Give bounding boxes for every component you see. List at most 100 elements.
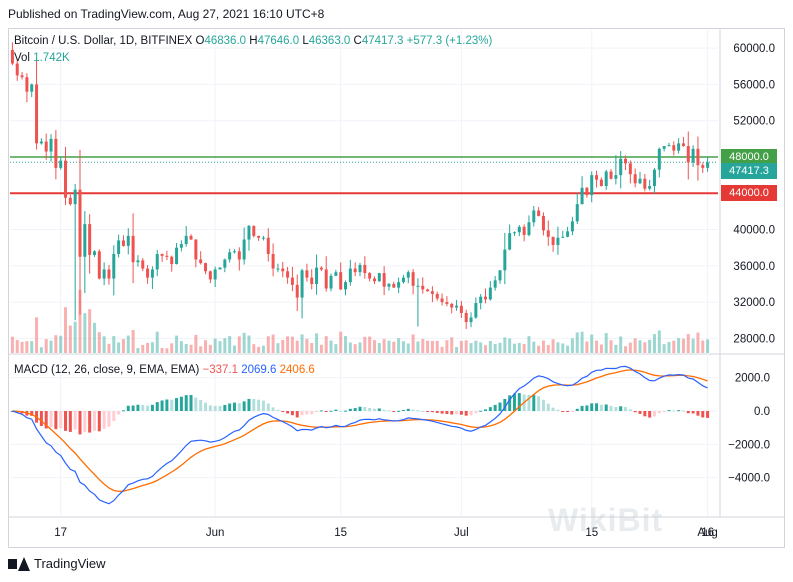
macd-histogram-bar [701, 411, 705, 418]
volume-bar [310, 343, 314, 353]
macd-histogram-bar [208, 405, 212, 411]
macd-histogram-bar [324, 411, 328, 412]
volume-bar [508, 338, 512, 353]
time-tick-label: Jul [454, 527, 469, 539]
candle-body [604, 171, 608, 187]
low-label: L [302, 35, 309, 47]
candle-body [406, 272, 410, 278]
macd-histogram-bar [566, 411, 570, 412]
candle-body [691, 148, 695, 163]
candle-body [435, 293, 439, 299]
macd-histogram-bar [300, 411, 304, 416]
volume-bar [73, 321, 77, 353]
candle-body [681, 143, 685, 147]
volume-bar [701, 340, 705, 353]
candle-body [672, 145, 676, 151]
volume-bar [440, 346, 444, 353]
chart-frame[interactable] [8, 28, 785, 548]
candle-body [242, 239, 246, 260]
volume-bar [300, 334, 304, 353]
macd-histogram-bar [54, 411, 58, 430]
macd-histogram-bar [184, 395, 188, 411]
candle-body [619, 158, 623, 176]
macd-histogram-bar [527, 394, 531, 411]
volume-bar [686, 334, 690, 353]
macd-histogram-bar [706, 411, 710, 418]
macd-tick-label: 0.0 [754, 406, 770, 418]
volume-bar [435, 340, 439, 353]
volume-bar [657, 330, 661, 353]
macd-histogram-bar [595, 403, 599, 411]
candle-body [541, 215, 545, 231]
volume-bar [88, 309, 92, 353]
candle-body [257, 235, 261, 238]
macd-histogram-bar [455, 411, 459, 415]
candle-body [83, 224, 87, 257]
macd-histogram-bar [160, 400, 164, 411]
candle-body [546, 230, 550, 237]
candle-body [324, 269, 328, 289]
volume-bar [39, 347, 43, 353]
candle-body [59, 160, 63, 168]
volume-bar [455, 346, 459, 353]
candle-body [252, 225, 256, 236]
candle-body [512, 232, 516, 234]
candle-body [459, 305, 463, 313]
volume-bar [353, 344, 357, 353]
candle-body [455, 305, 459, 308]
candle-body [348, 268, 352, 283]
candle-body [223, 259, 227, 268]
volume-bar [677, 338, 681, 353]
macd-histogram-bar [691, 411, 695, 414]
macd-histogram-bar [614, 406, 618, 411]
candle-body [300, 270, 304, 298]
volume-bar [541, 340, 545, 353]
macd-histogram-bar [686, 411, 690, 414]
macd-histogram-bar [344, 410, 348, 412]
volume-bar [247, 335, 251, 353]
candle-body [570, 221, 574, 232]
candle-body [155, 254, 159, 270]
macd-histogram-bar [479, 410, 483, 412]
volume-bar [619, 336, 623, 353]
macd-histogram-bar [339, 410, 343, 412]
macd-histogram-bar [204, 402, 208, 411]
price-tick-label: 52000.0 [733, 116, 775, 128]
volume-bar [141, 344, 145, 353]
candle-body [64, 160, 68, 198]
price-tick-label: 56000.0 [733, 79, 775, 91]
candle-body [228, 252, 232, 260]
macd-histogram-bar [599, 404, 603, 411]
candle-body [329, 275, 333, 289]
macd-histogram-bar [677, 410, 681, 412]
volume-bar [392, 341, 396, 353]
macd-histogram-bar [73, 411, 77, 430]
candle-body [92, 251, 96, 255]
volume-bar [430, 340, 434, 353]
candle-body [315, 267, 319, 284]
candle-body [363, 264, 367, 274]
volume-bar [459, 340, 463, 353]
macd-histogram-bar [561, 411, 565, 412]
published-note: Published on TradingView.com, Aug 27, 20… [8, 7, 325, 21]
candle-body [126, 235, 130, 246]
macd-histogram-bar [619, 406, 623, 411]
candle-body [527, 222, 531, 235]
macd-histogram-bar [493, 404, 497, 411]
volume-bar [397, 338, 401, 353]
candle-body [117, 240, 121, 255]
candle-body [88, 224, 92, 255]
macd-histogram-bar [102, 411, 106, 429]
candle-body [25, 77, 29, 92]
macd-histogram-bar [435, 411, 439, 413]
macd-histogram-bar [580, 405, 584, 411]
candle-body [662, 146, 666, 149]
close-value: 47417.3 [361, 35, 404, 47]
time-tick-label: 15 [585, 527, 598, 539]
volume-bar [527, 336, 531, 353]
candle-body [652, 169, 656, 187]
candle-body [121, 240, 125, 246]
macd-histogram-bar [97, 411, 101, 432]
candle-body [10, 49, 14, 64]
